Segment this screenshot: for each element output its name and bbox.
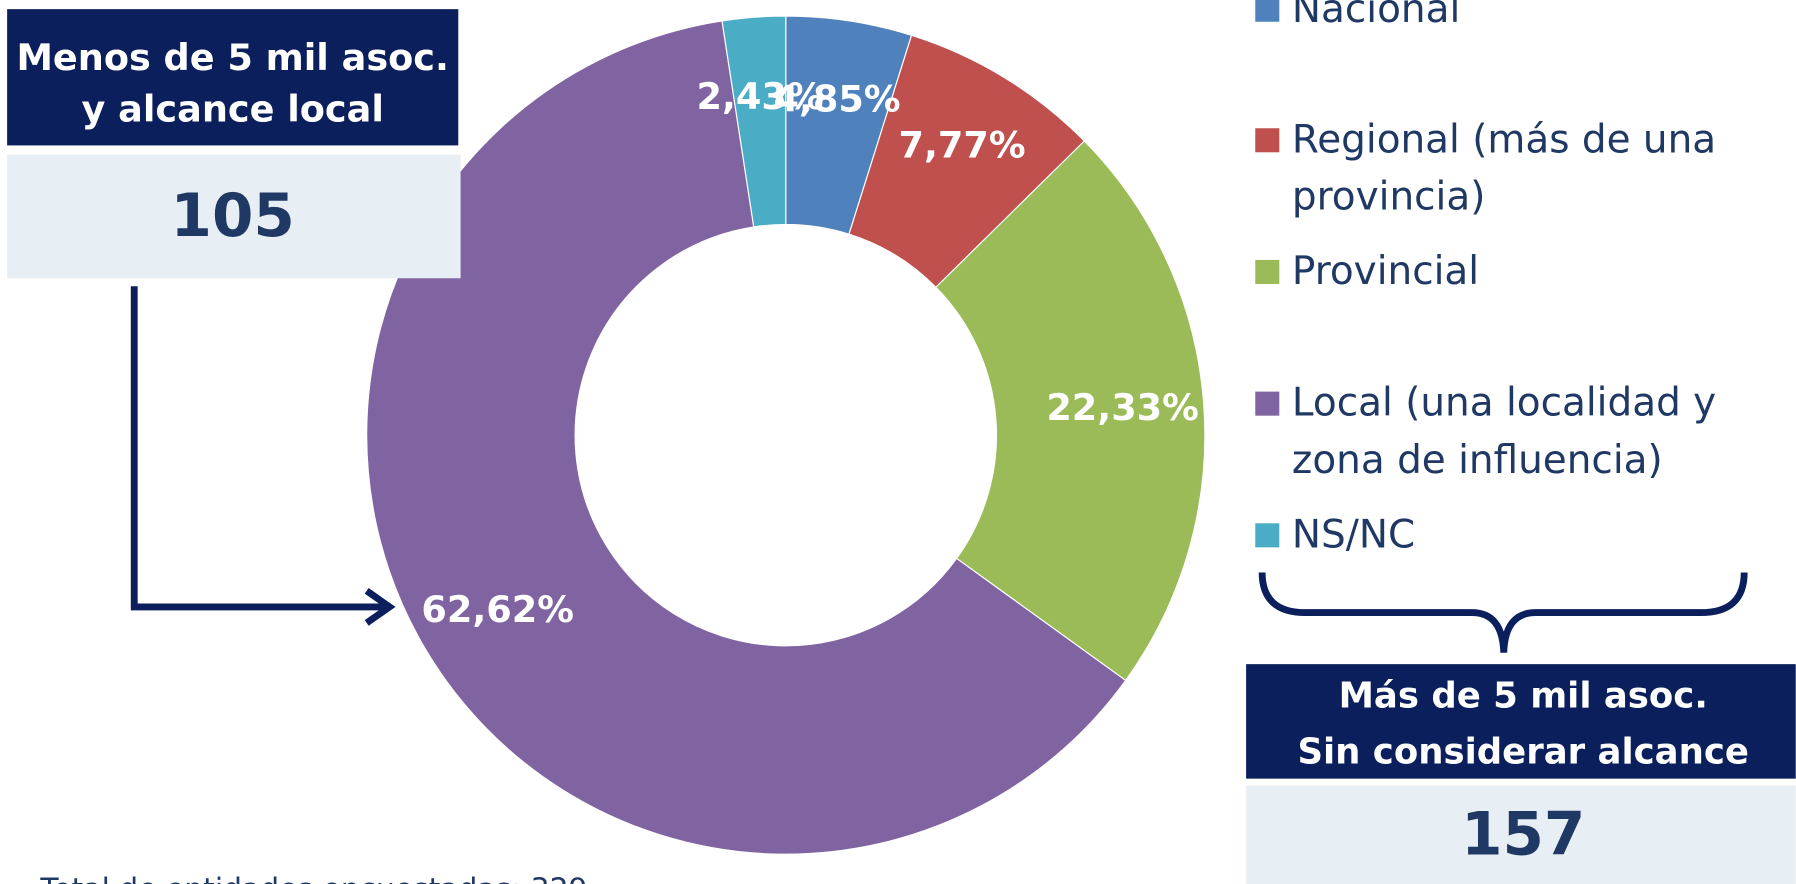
right-box-value: 157	[1461, 800, 1585, 869]
legend-entry: Nacional	[1291, 0, 1461, 33]
legend-swatch	[1255, 259, 1280, 284]
right-value-box	[1246, 785, 1796, 884]
legend-entry: Local (una localidad y zona de influenci…	[1291, 380, 1717, 484]
right-box-title: Más de 5 mil asoc.	[1339, 675, 1708, 716]
legend-label: Nacional	[1291, 0, 1461, 33]
legend-label: Regional (más de una provincia)	[1291, 116, 1717, 220]
legend-label: NS/NC	[1291, 511, 1416, 558]
right-title-box	[1246, 664, 1796, 779]
slice	[721, 15, 787, 228]
data-label: 62,62%	[421, 588, 574, 631]
left-box-value: 105	[171, 182, 295, 251]
right-box-title: Sin considerar alcance	[1297, 731, 1749, 772]
left-box-title: y alcance local	[82, 88, 384, 131]
legend-entry: Provincial	[1291, 248, 1480, 295]
slice	[935, 140, 1206, 682]
data-label: 2,43%	[696, 75, 823, 118]
slice	[366, 20, 1127, 855]
legend-label: Provincial	[1291, 248, 1480, 295]
legend-label: Local (una localidad y zona de influenci…	[1291, 380, 1717, 484]
data-label: 22,33%	[1046, 386, 1199, 429]
left-title-box	[7, 9, 459, 146]
legend-entry: Regional (más de una provincia)	[1291, 116, 1717, 220]
legend-swatch	[1255, 128, 1280, 153]
data-label: 4,85%	[774, 78, 901, 121]
legend-entry: NS/NC	[1291, 511, 1416, 558]
brace	[1258, 572, 1748, 653]
legend-swatch	[1255, 0, 1280, 22]
left-box-title: Menos de 5 mil asoc.	[16, 36, 448, 79]
left-value-box	[7, 154, 461, 279]
arrow-head	[364, 588, 396, 626]
data-label: 7,77%	[898, 123, 1025, 166]
legend-swatch	[1255, 391, 1280, 416]
donut	[366, 15, 1206, 855]
footer: Total de entidades encuestadas: 329	[39, 872, 587, 884]
legend-swatch	[1255, 523, 1280, 548]
arrow	[130, 286, 384, 611]
